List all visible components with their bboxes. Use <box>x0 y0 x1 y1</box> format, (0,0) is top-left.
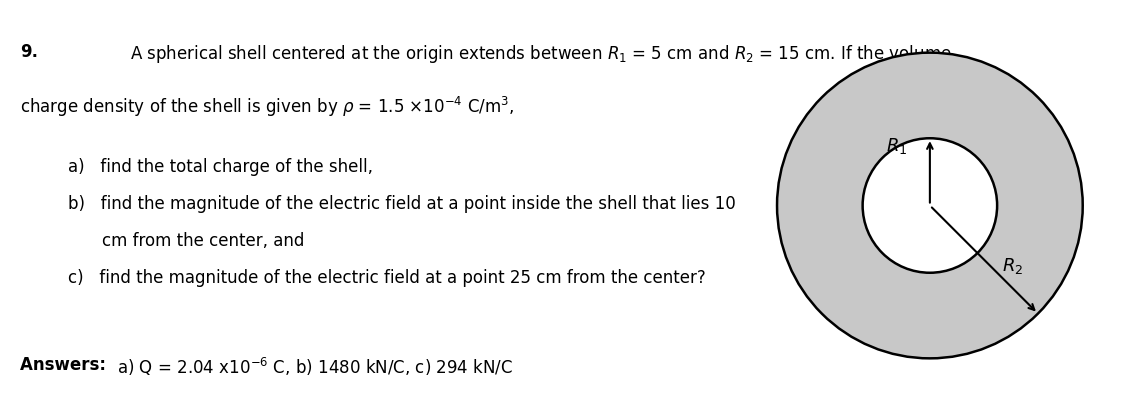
Circle shape <box>863 138 997 273</box>
Text: $R_2$: $R_2$ <box>1001 256 1023 276</box>
Text: 9.: 9. <box>20 43 39 61</box>
Text: a) Q = 2.04 x10$^{-6}$ C, b) 1480 kN/C, c) 294 kN/C: a) Q = 2.04 x10$^{-6}$ C, b) 1480 kN/C, … <box>117 356 513 378</box>
Text: $R_1$: $R_1$ <box>886 136 907 156</box>
Text: cm from the center, and: cm from the center, and <box>102 232 304 250</box>
Text: A spherical shell centered at the origin extends between $R_1$ = 5 cm and $R_2$ : A spherical shell centered at the origin… <box>130 43 953 65</box>
Text: charge density of the shell is given by $\rho$ = 1.5 $\times$10$^{-4}$ C/m$^3$,: charge density of the shell is given by … <box>20 95 515 119</box>
Text: c)   find the magnitude of the electric field at a point 25 cm from the center?: c) find the magnitude of the electric fi… <box>68 269 705 287</box>
Text: b)   find the magnitude of the electric field at a point inside the shell that l: b) find the magnitude of the electric fi… <box>68 195 736 213</box>
Text: a)   find the total charge of the shell,: a) find the total charge of the shell, <box>68 158 373 176</box>
Circle shape <box>777 53 1083 358</box>
Text: Answers:: Answers: <box>20 356 112 374</box>
